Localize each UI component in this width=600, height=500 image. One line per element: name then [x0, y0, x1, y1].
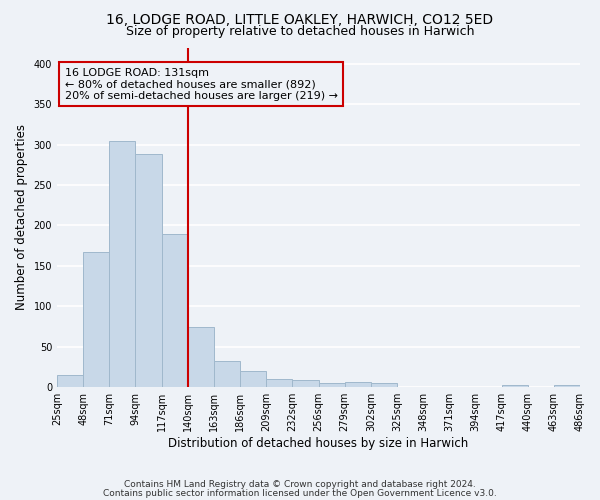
Bar [161, 234, 188, 387]
Text: Contains HM Land Registry data © Crown copyright and database right 2024.: Contains HM Land Registry data © Crown c… [124, 480, 476, 489]
Bar [240, 371, 266, 387]
Text: Size of property relative to detached houses in Harwich: Size of property relative to detached ho… [126, 25, 474, 38]
Text: Contains public sector information licensed under the Open Government Licence v3: Contains public sector information licen… [103, 490, 497, 498]
Bar [83, 252, 109, 387]
Text: 16 LODGE ROAD: 131sqm
← 80% of detached houses are smaller (892)
20% of semi-det: 16 LODGE ROAD: 131sqm ← 80% of detached … [65, 68, 338, 101]
Bar [319, 383, 344, 387]
X-axis label: Distribution of detached houses by size in Harwich: Distribution of detached houses by size … [169, 437, 469, 450]
Bar [502, 385, 528, 387]
Text: 16, LODGE ROAD, LITTLE OAKLEY, HARWICH, CO12 5ED: 16, LODGE ROAD, LITTLE OAKLEY, HARWICH, … [106, 12, 494, 26]
Bar [266, 379, 292, 387]
Bar [554, 385, 580, 387]
Bar [188, 326, 214, 387]
Bar [344, 382, 371, 387]
Bar [136, 154, 161, 387]
Bar [57, 375, 83, 387]
Bar [109, 140, 136, 387]
Bar [371, 383, 397, 387]
Bar [214, 362, 240, 387]
Bar [292, 380, 319, 387]
Y-axis label: Number of detached properties: Number of detached properties [15, 124, 28, 310]
